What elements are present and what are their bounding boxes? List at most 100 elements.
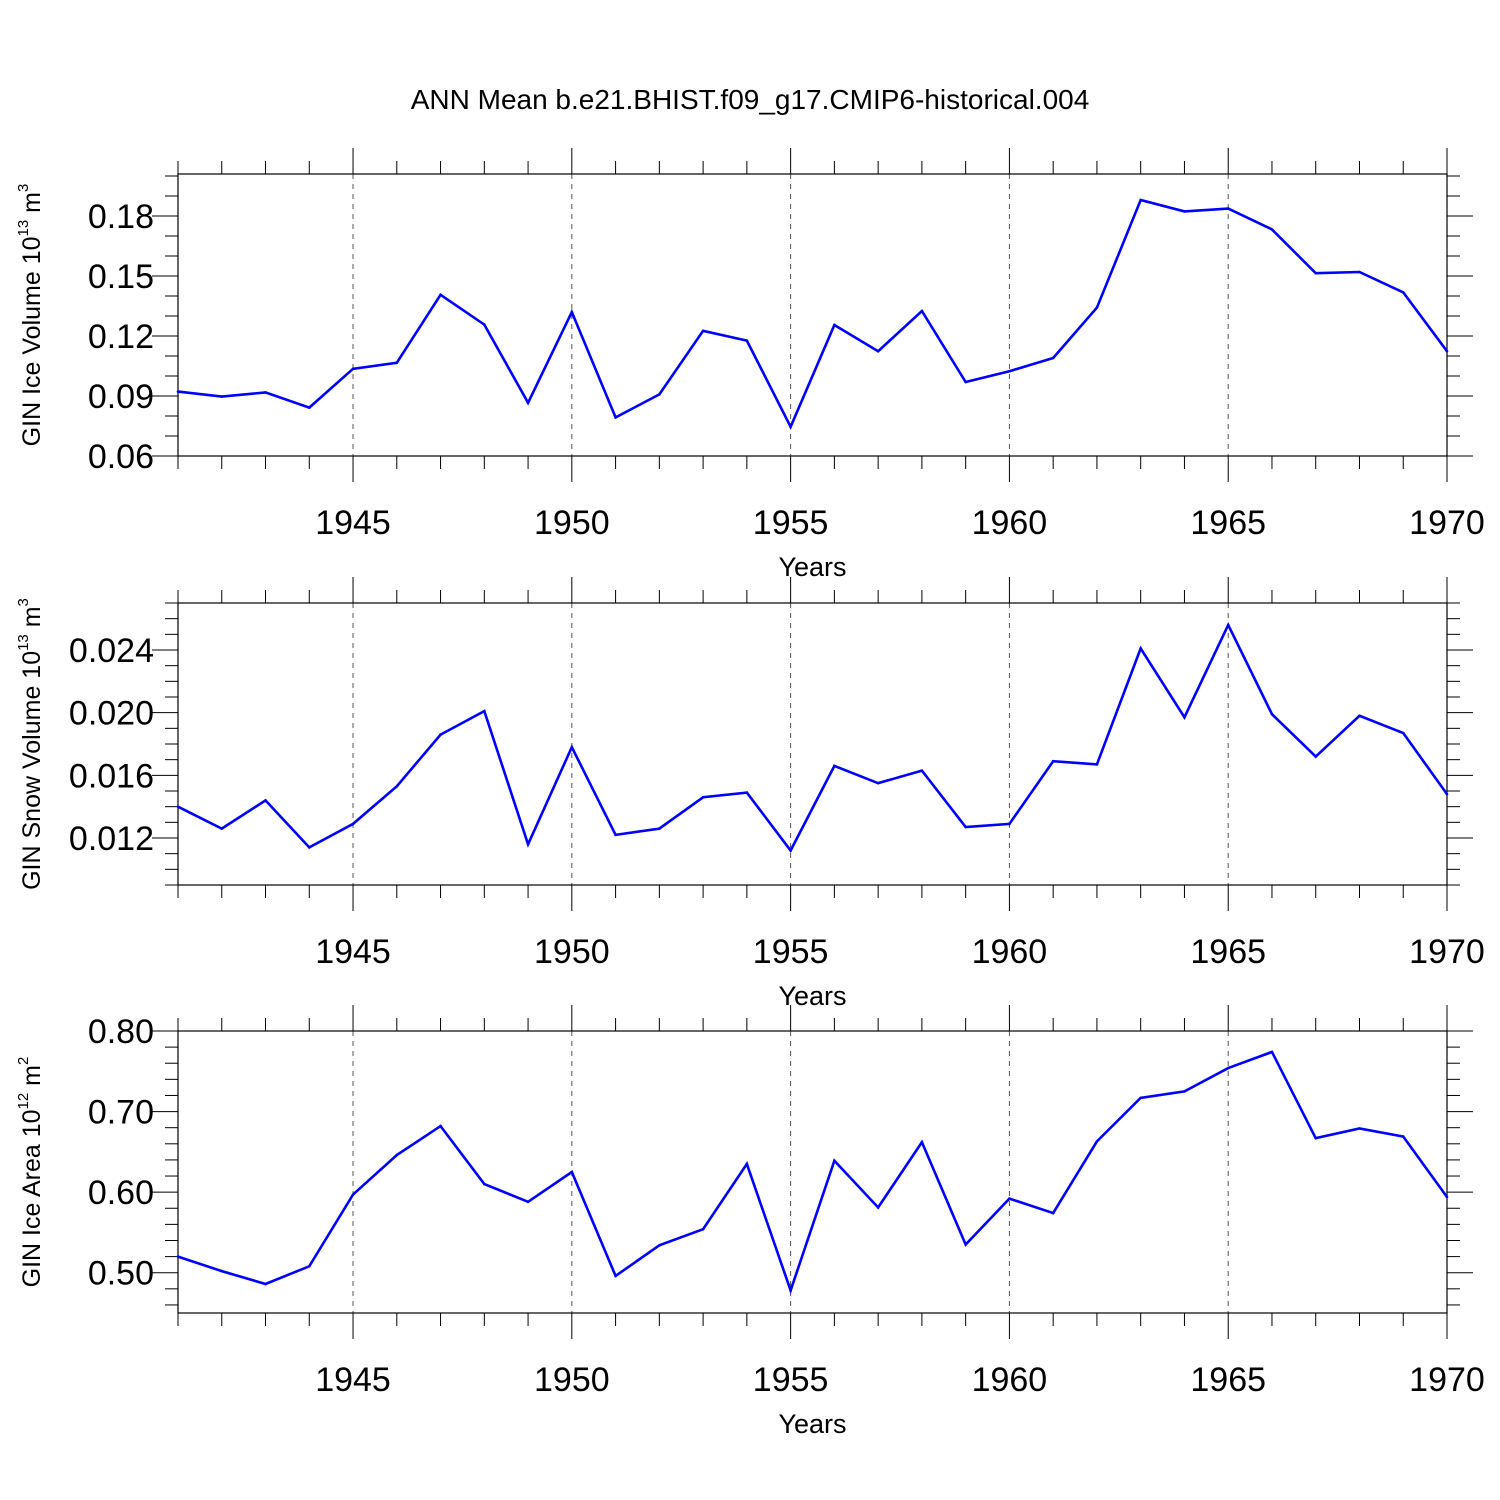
data-point-1941 bbox=[176, 390, 180, 393]
data-point-1970 bbox=[1445, 1195, 1449, 1199]
data-point-1962 bbox=[1095, 763, 1099, 766]
y-tick-label: 0.12 bbox=[88, 318, 154, 356]
y-axis-title-text: GIN Ice Volume 10 bbox=[18, 236, 46, 446]
y-tick-label: 0.70 bbox=[88, 1094, 154, 1132]
x-axis-title: Years bbox=[778, 981, 846, 1011]
data-point-1955 bbox=[789, 1289, 792, 1292]
data-point-1941 bbox=[176, 805, 180, 808]
data-point-1967 bbox=[1314, 755, 1318, 758]
y-tick-label: 0.50 bbox=[88, 1255, 154, 1293]
data-point-1951 bbox=[614, 416, 617, 419]
data-point-1946 bbox=[395, 361, 399, 365]
data-point-1948 bbox=[483, 1182, 486, 1186]
data-point-1964 bbox=[1183, 716, 1186, 719]
y-axis-title-superscript: 3 bbox=[15, 184, 32, 192]
data-point-1958 bbox=[920, 309, 924, 313]
data-point-1961 bbox=[1051, 759, 1055, 763]
figure-title-wrap: ANN Mean b.e21.BHIST.f09_g17.CMIP6-histo… bbox=[0, 84, 1500, 116]
data-point-1970 bbox=[1445, 349, 1449, 353]
y-axis-title-text: m bbox=[18, 192, 46, 220]
panel-2: 0.012 0.016 0.020 0.024 1945 1950 1955 1960 1965… bbox=[15, 577, 1485, 1011]
data-point-1967 bbox=[1314, 271, 1318, 275]
data-point-1962 bbox=[1095, 1140, 1099, 1143]
data-point-1966 bbox=[1270, 228, 1274, 231]
panel-3: 0.50 0.60 0.70 0.80 1945 1950 1955 1960 1965 1970… bbox=[15, 1005, 1485, 1439]
data-point-1945 bbox=[351, 367, 355, 371]
x-tick-label-1945: 1945 bbox=[315, 933, 391, 971]
x-tick-label-1965: 1965 bbox=[1190, 1361, 1266, 1399]
y-tick-label: 0.18 bbox=[88, 198, 154, 236]
data-point-1965 bbox=[1226, 623, 1230, 627]
data-point-1950 bbox=[570, 310, 574, 314]
y-axis-title: GIN Ice Area 1012 m2 bbox=[15, 1057, 46, 1288]
data-point-1944 bbox=[307, 1264, 311, 1268]
data-point-1947 bbox=[439, 1124, 442, 1128]
data-point-1954 bbox=[745, 339, 749, 342]
data-point-1959 bbox=[964, 825, 967, 829]
y-tick-label: 0.012 bbox=[69, 820, 154, 858]
y-axis-title-superscript: 13 bbox=[15, 220, 32, 237]
data-point-1969 bbox=[1401, 731, 1405, 735]
x-tick-label-1960: 1960 bbox=[972, 504, 1048, 542]
data-point-1966 bbox=[1270, 712, 1274, 716]
data-point-1948 bbox=[483, 323, 486, 326]
data-point-1946 bbox=[395, 1153, 399, 1157]
data-point-1964 bbox=[1183, 1090, 1186, 1093]
y-tick-label: 0.020 bbox=[69, 695, 154, 733]
data-point-1950 bbox=[570, 1170, 574, 1174]
data-point-1943 bbox=[264, 391, 267, 394]
y-tick-label: 0.80 bbox=[88, 1013, 154, 1051]
y-axis-title-text: GIN Ice Area 10 bbox=[18, 1109, 46, 1287]
x-tick-label-1965: 1965 bbox=[1190, 933, 1266, 971]
x-axis-title: Years bbox=[778, 552, 846, 582]
data-point-1955 bbox=[789, 849, 792, 852]
x-tick-label-1970: 1970 bbox=[1409, 1361, 1485, 1399]
x-tick-label-1960: 1960 bbox=[972, 933, 1048, 971]
data-point-1958 bbox=[920, 1140, 924, 1144]
data-point-1945 bbox=[351, 822, 355, 826]
y-axis-title: GIN Ice Volume 1013 m3 bbox=[15, 184, 46, 447]
data-point-1951 bbox=[614, 833, 617, 837]
y-axis-title-text: m bbox=[18, 1065, 46, 1093]
data-point-1942 bbox=[220, 827, 224, 830]
y-axis-title-superscript: 2 bbox=[15, 1057, 32, 1065]
data-point-1968 bbox=[1358, 1127, 1361, 1130]
x-tick-label-1955: 1955 bbox=[753, 933, 829, 971]
y-tick-label: 0.024 bbox=[69, 632, 154, 670]
data-point-1960 bbox=[1008, 822, 1011, 826]
panel-1: 0.06 0.09 0.12 0.15 0.18 1945 1950 1955 1960 1965… bbox=[15, 148, 1485, 582]
x-tick-label-1970: 1970 bbox=[1409, 933, 1485, 971]
data-point-1966 bbox=[1270, 1050, 1274, 1054]
data-point-1964 bbox=[1183, 210, 1186, 213]
data-point-1946 bbox=[395, 785, 399, 788]
data-point-1943 bbox=[264, 799, 267, 802]
data-point-1968 bbox=[1358, 714, 1361, 718]
data-point-1944 bbox=[307, 406, 311, 409]
data-point-1949 bbox=[526, 842, 530, 846]
data-point-1969 bbox=[1401, 291, 1405, 294]
x-tick-label-1965: 1965 bbox=[1190, 504, 1266, 542]
data-point-1944 bbox=[307, 846, 311, 849]
data-point-1956 bbox=[833, 323, 836, 327]
data-point-1954 bbox=[745, 1162, 749, 1166]
y-tick-label: 0.09 bbox=[88, 378, 154, 416]
data-point-1949 bbox=[526, 1200, 530, 1204]
data-point-1951 bbox=[614, 1274, 617, 1278]
data-point-1949 bbox=[526, 401, 530, 405]
data-point-1945 bbox=[351, 1193, 355, 1196]
data-point-1967 bbox=[1314, 1136, 1318, 1140]
data-point-1952 bbox=[658, 393, 661, 396]
data-point-1969 bbox=[1401, 1135, 1405, 1138]
data-point-1970 bbox=[1445, 792, 1449, 796]
data-point-1963 bbox=[1139, 647, 1142, 650]
series-line-1 bbox=[177, 1050, 1449, 1295]
x-tick-label-1950: 1950 bbox=[534, 933, 610, 971]
x-tick-label-1945: 1945 bbox=[315, 1361, 391, 1399]
x-tick-label-1960: 1960 bbox=[972, 1361, 1048, 1399]
data-point-1963 bbox=[1139, 198, 1142, 202]
data-point-1968 bbox=[1358, 270, 1361, 274]
data-point-1948 bbox=[483, 709, 486, 713]
data-point-1947 bbox=[439, 293, 442, 297]
data-point-1959 bbox=[964, 380, 967, 384]
